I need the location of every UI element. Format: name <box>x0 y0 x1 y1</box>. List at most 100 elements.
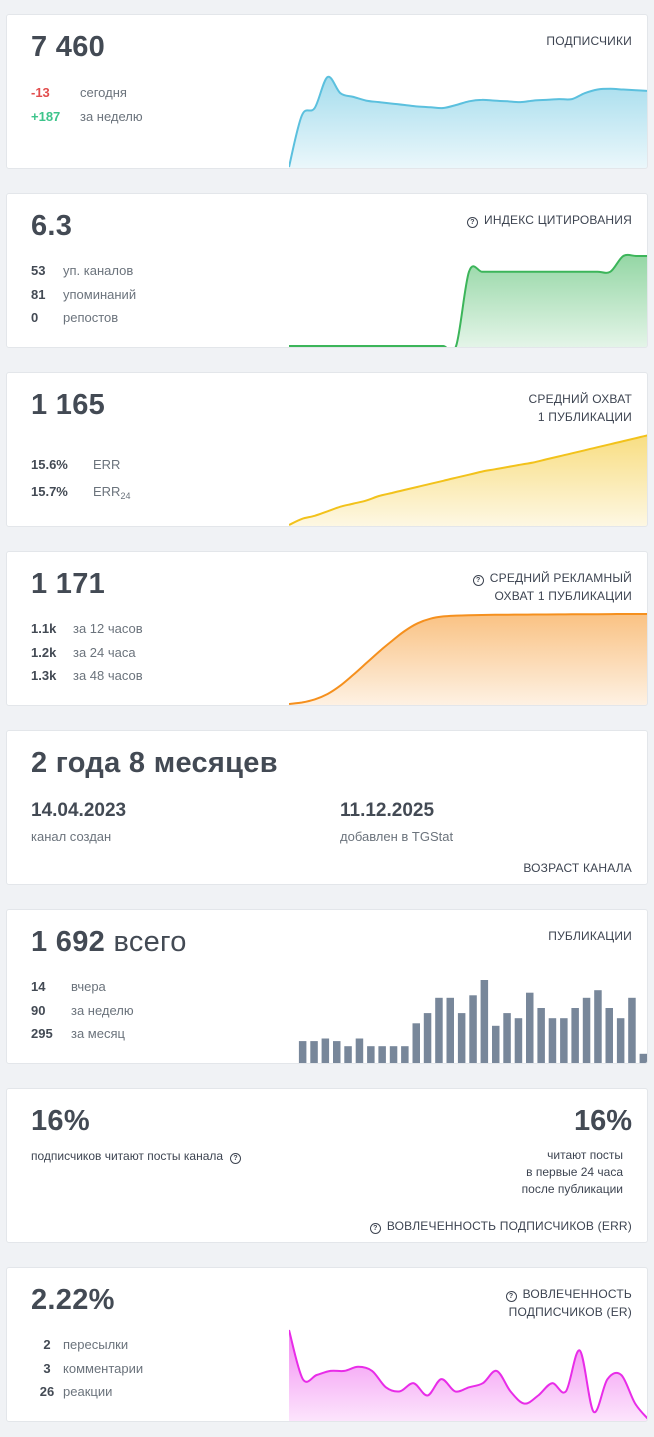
age-card[interactable]: 2 года 8 месяцев 14.04.2023 канал создан… <box>6 730 648 885</box>
ad-reach-card[interactable]: 1 171 ? СРЕДНИЙ РЕКЛАМНЫЙ ОХВАТ 1 ПУБЛИКАЦ… <box>6 551 648 706</box>
stat-week: +187 за неделю <box>31 108 143 124</box>
stat-today: -13 сегодня <box>31 85 127 100</box>
stat-reactions: 26 реакции <box>39 1384 113 1399</box>
created-label: канал создан <box>31 829 112 844</box>
chart-bar <box>469 995 477 1063</box>
help-icon[interactable]: ? <box>369 1223 381 1234</box>
chart-bar <box>605 1008 613 1063</box>
chart-line <box>289 434 647 526</box>
subscribers-title: ПОДПИСЧИКИ <box>546 34 632 48</box>
chart-line <box>289 1329 647 1420</box>
stat-err24: 15.7% ERR24 <box>31 484 131 501</box>
stat-mentions: 81 упоминаний <box>31 286 137 302</box>
ad-reach-chart <box>289 613 647 705</box>
citation-stats: 53 уп. каналов 81 упоминаний 0 репостов <box>31 259 136 330</box>
reach-value: 1 165 <box>31 389 106 421</box>
stat-reposts: 0 репостов <box>31 310 119 325</box>
stat-24h: 1.2k за 24 часа <box>31 644 136 660</box>
err-right-value: 16% <box>573 1105 632 1137</box>
citation-chart <box>289 253 647 347</box>
err-right-label: читают посты в первые 24 часа после публик… <box>521 1148 623 1196</box>
publications-card[interactable]: 1 692 всего ПУБЛИКАЦИИ 14 вчера 90 за неде… <box>6 909 648 1064</box>
ad-reach-value: 1 171 <box>31 568 106 600</box>
er-chart <box>289 1329 647 1421</box>
chart-bar <box>548 1018 557 1063</box>
subscribers-stats: -13 сегодня +187 за неделю <box>31 81 143 128</box>
stat-12h: 1.1k за 12 часов <box>31 621 143 636</box>
chart-bar <box>401 1046 409 1063</box>
subscribers-card[interactable]: 7 460 ПОДПИСЧИКИ -13 сегодня +187 за недел… <box>6 14 648 169</box>
citation-card[interactable]: 6.3 ? ИНДЕКС ЦИТИРОВАНИЯ 53 уп. каналов 81… <box>6 193 648 348</box>
chart-bar <box>412 1023 420 1063</box>
chart-line <box>289 75 647 168</box>
chart-bar <box>628 997 636 1063</box>
er-value: 2.22% <box>31 1284 115 1316</box>
er-card[interactable]: 2.22% ? ВОВЛЕЧЕННОСТЬ ПОДПИСЧИКОВ (ER) 2 пе… <box>6 1267 648 1422</box>
subscribers-chart <box>289 75 647 168</box>
chart-bar <box>571 1008 579 1063</box>
stat-48h: 1.3k за 48 часов <box>31 668 143 683</box>
publications-total: 1 692 всего <box>31 926 187 958</box>
er-title[interactable]: ? ВОВЛЕЧЕННОСТЬ ПОДПИСЧИКОВ (ER) <box>505 1285 632 1321</box>
er-stats: 2 пересылки 3 комментарии 26 реакции <box>31 1333 143 1404</box>
help-icon[interactable]: ? <box>505 1291 517 1302</box>
publications-chart <box>298 980 647 1063</box>
chart-area <box>289 435 647 526</box>
stat-err: 15.6% ERR <box>31 457 121 472</box>
chart-area <box>289 254 647 347</box>
chart-bar <box>321 1038 330 1063</box>
created-date: 14.04.2023 <box>31 800 127 821</box>
chart-bar <box>355 1038 364 1063</box>
subscribers-count: 7 460 <box>31 31 106 63</box>
chart-area <box>289 614 647 705</box>
chart-bar <box>378 1046 386 1063</box>
err-title[interactable]: ? ВОВЛЕЧЕННОСТЬ ПОДПИСЧИКОВ (ERR) <box>369 1217 632 1235</box>
reach-stats: 15.6% ERR 15.7% ERR24 <box>31 451 130 505</box>
chart-line <box>289 253 647 347</box>
added-label: добавлен в TGStat <box>340 829 454 844</box>
err-left-label: подписчиков читают посты канала? <box>31 1149 242 1164</box>
chart-bar <box>594 990 602 1063</box>
chart-bar <box>423 1013 432 1063</box>
citation-title[interactable]: ? ИНДЕКС ЦИТИРОВАНИЯ <box>467 211 632 229</box>
chart-bar <box>582 997 591 1063</box>
chart-bar <box>389 1046 398 1063</box>
err-left-value: 16% <box>31 1105 90 1137</box>
chart-bar <box>344 1046 352 1063</box>
age-title: ВОЗРАСТ КАНАЛА <box>523 861 632 875</box>
chart-bar <box>457 1013 466 1063</box>
reach-chart <box>289 434 647 526</box>
chart-bar <box>560 1018 568 1063</box>
chart-bar <box>298 1041 307 1063</box>
publications-stats: 14 вчера 90 за неделю 295 за месяц <box>31 975 134 1046</box>
chart-bar <box>526 992 534 1063</box>
citation-index-value: 6.3 <box>31 210 73 242</box>
chart-area <box>289 1330 647 1421</box>
stat-comments: 3 комментарии <box>43 1360 144 1376</box>
ad-reach-title[interactable]: ? СРЕДНИЙ РЕКЛАМНЫЙ ОХВАТ 1 ПУБЛИКАЦИИ <box>472 569 632 605</box>
chart-line <box>289 613 647 705</box>
stat-mention-channels: 53 уп. каналов <box>31 263 134 278</box>
help-icon[interactable]: ? <box>467 217 479 228</box>
channel-age: 2 года 8 месяцев <box>31 747 278 779</box>
chart-bar <box>367 1046 375 1063</box>
chart-bar <box>492 1025 500 1063</box>
stat-week: 90 за неделю <box>31 1002 134 1018</box>
stat-yesterday: 14 вчера <box>31 979 106 994</box>
help-icon[interactable]: ? <box>472 575 484 586</box>
err-card[interactable]: 16% подписчиков читают посты канала? 16%… <box>6 1088 648 1243</box>
ad-reach-stats: 1.1k за 12 часов 1.2k за 24 часа 1.3k за 48… <box>31 617 143 688</box>
chart-bar <box>480 980 489 1063</box>
chart-bar <box>310 1041 318 1063</box>
reach-title: СРЕДНИЙ ОХВАТ 1 ПУБЛИКАЦИИ <box>528 392 632 424</box>
chart-bar <box>503 1013 511 1063</box>
stat-month: 295 за месяц <box>31 1026 125 1041</box>
chart-bar <box>639 1053 647 1063</box>
help-icon[interactable]: ? <box>230 1153 242 1164</box>
stat-forwards: 2 пересылки <box>43 1337 129 1352</box>
publications-title: ПУБЛИКАЦИИ <box>548 929 632 943</box>
chart-bar <box>435 997 443 1063</box>
chart-bar <box>616 1018 625 1063</box>
reach-card[interactable]: 1 165 СРЕДНИЙ ОХВАТ 1 ПУБЛИКАЦИИ 15.6% ERR… <box>6 372 648 527</box>
chart-bar <box>514 1018 523 1063</box>
